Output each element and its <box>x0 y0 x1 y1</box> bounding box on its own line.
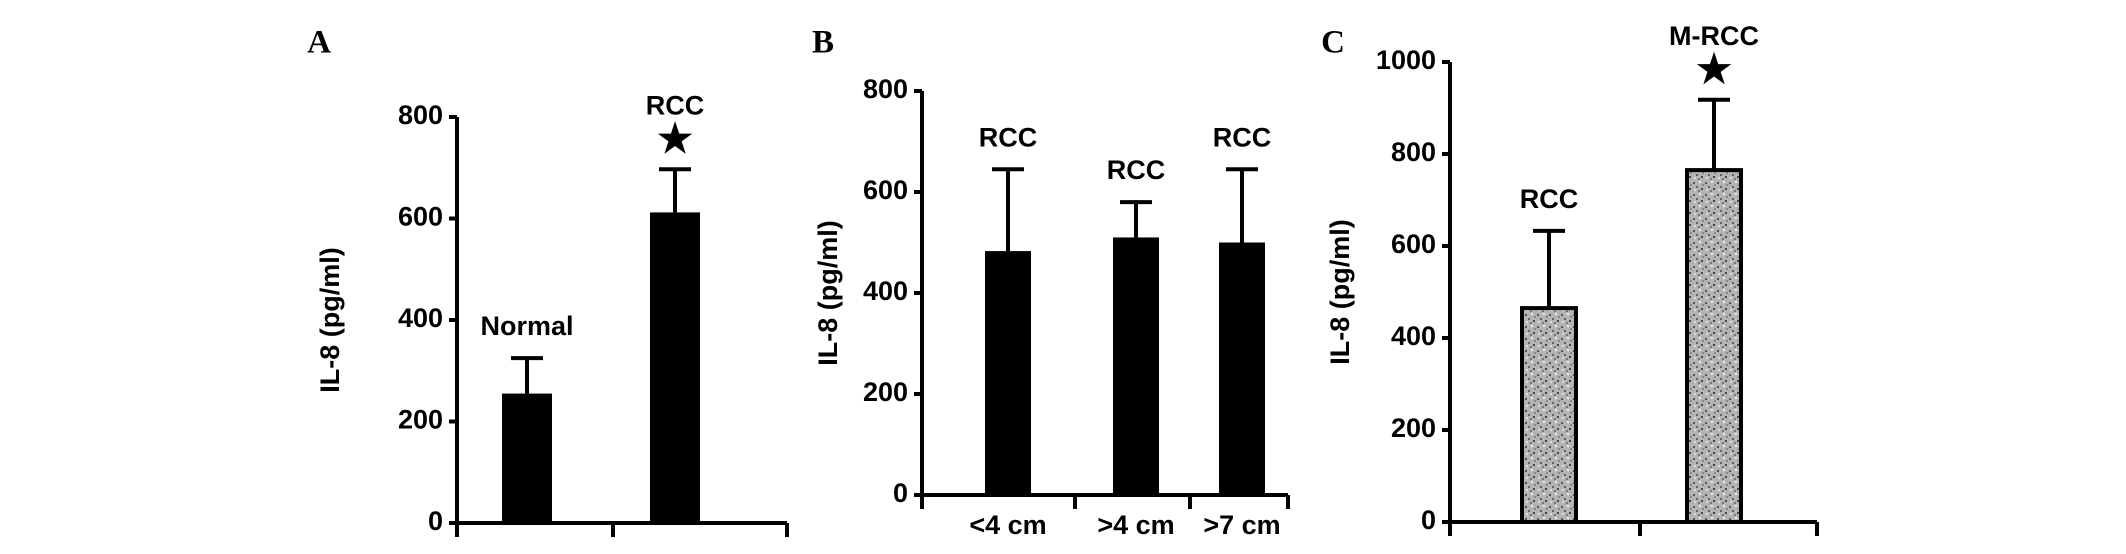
y-tick-label: 600 <box>398 202 443 232</box>
bar <box>502 393 552 523</box>
bar <box>650 212 700 523</box>
panel-label: A <box>307 25 331 61</box>
significance-star: ★ <box>657 117 693 161</box>
y-tick-label: 0 <box>428 506 443 536</box>
bar-label: RCC <box>1520 184 1579 214</box>
x-tick-label: <4 cm <box>969 510 1046 540</box>
bar <box>1685 168 1743 524</box>
bar <box>1113 237 1159 495</box>
bar-label: M-RCC <box>1669 21 1759 51</box>
bar-label: RCC <box>646 90 705 120</box>
bar <box>985 251 1031 495</box>
bar <box>1219 242 1265 495</box>
y-tick-label: 200 <box>863 377 908 407</box>
bar-label: RCC <box>979 122 1038 152</box>
y-tick-label: 200 <box>1391 413 1436 443</box>
y-axis-label: IL-8 (pg/ml) <box>315 247 345 392</box>
y-tick-label: 600 <box>863 175 908 205</box>
panel-label: B <box>812 25 834 61</box>
y-tick-label: 1000 <box>1376 45 1436 75</box>
y-tick-label: 800 <box>398 100 443 130</box>
y-tick-label: 800 <box>863 74 908 104</box>
x-tick-label: >4 cm <box>1097 510 1174 540</box>
y-tick-label: 0 <box>1421 505 1436 535</box>
bar-label: RCC <box>1107 155 1166 185</box>
y-axis-label: IL-8 (pg/ml) <box>813 220 843 365</box>
bar-label: Normal <box>480 311 573 341</box>
x-tick-label: >7 cm <box>1203 510 1280 540</box>
y-axis-label: IL-8 (pg/ml) <box>1325 219 1355 364</box>
y-tick-label: 0 <box>893 478 908 508</box>
bar <box>1520 306 1578 524</box>
y-tick-label: 400 <box>398 303 443 333</box>
y-tick-label: 600 <box>1391 229 1436 259</box>
y-tick-label: 400 <box>1391 321 1436 351</box>
y-tick-label: 200 <box>398 405 443 435</box>
y-tick-label: 400 <box>863 276 908 306</box>
y-tick-label: 800 <box>1391 137 1436 167</box>
panel-label: C <box>1321 25 1345 61</box>
significance-star: ★ <box>1696 47 1732 91</box>
bar-label: RCC <box>1213 122 1272 152</box>
